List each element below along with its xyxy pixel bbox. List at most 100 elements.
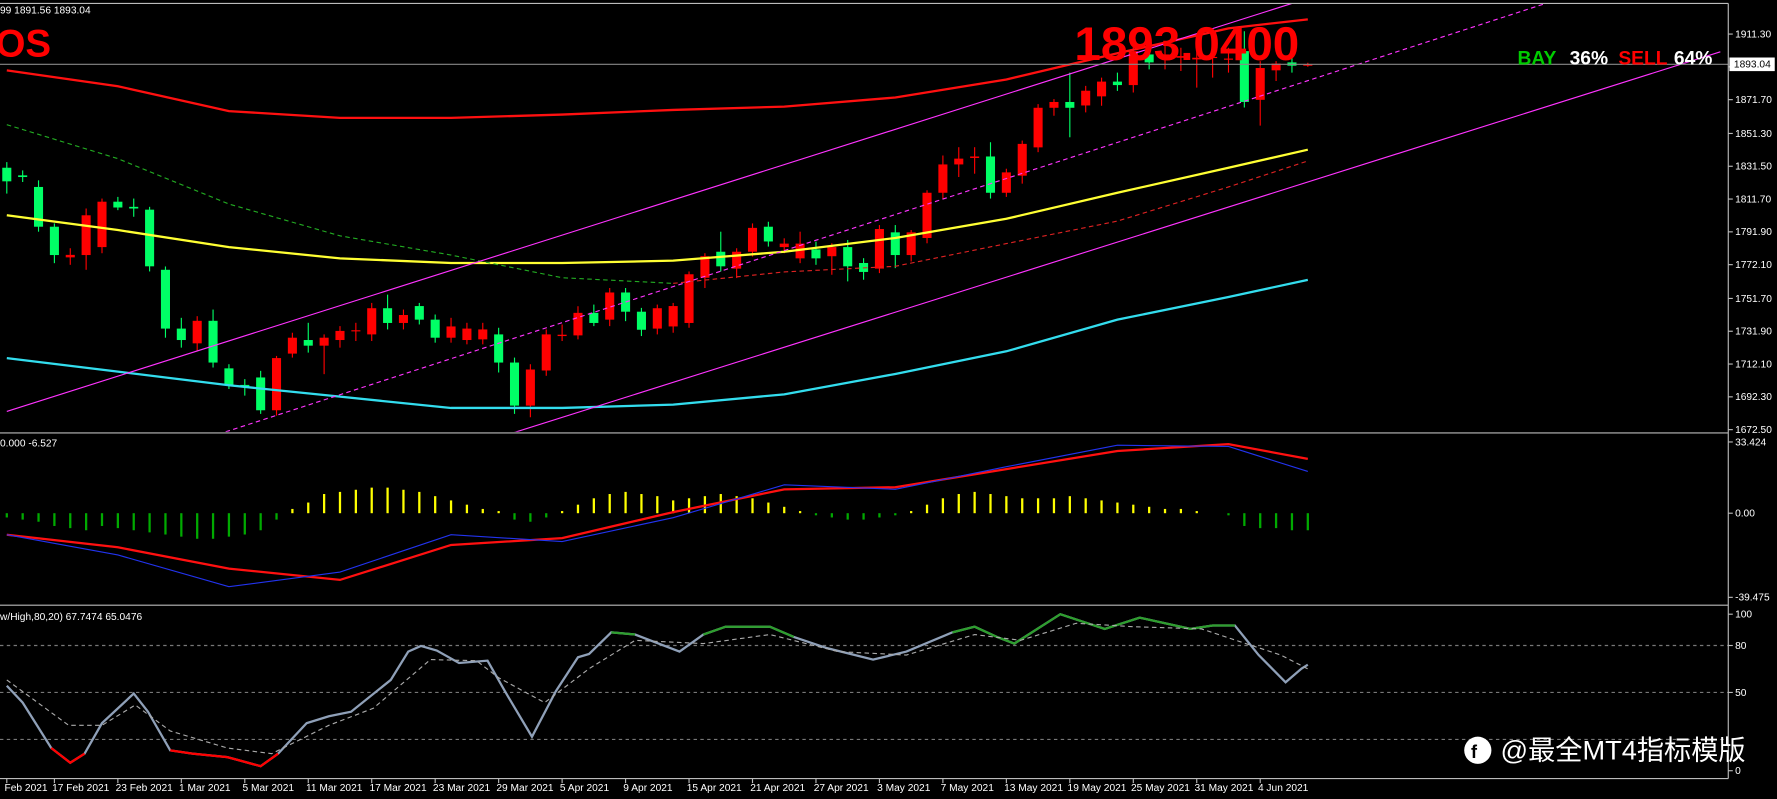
- x-tick-label: 21 Apr 2021: [750, 783, 805, 794]
- histogram-bar: [370, 487, 373, 514]
- histogram-bar: [1084, 498, 1087, 514]
- histogram-bar: [418, 491, 421, 514]
- x-tick-label: 23 Feb 2021: [116, 783, 174, 794]
- candle-body: [1144, 54, 1154, 63]
- candle-body: [1001, 172, 1011, 193]
- histogram-bar: [894, 513, 897, 516]
- candle-body: [1208, 56, 1218, 59]
- price-display: 1893.0400: [1074, 18, 1299, 71]
- y-tick-label: 1811.70: [1735, 194, 1771, 205]
- current-price-label: 1893.04: [1734, 60, 1771, 71]
- candle-body: [525, 369, 535, 406]
- candle-body: [970, 156, 980, 158]
- indicator-line: [6, 622, 1309, 755]
- candle-body: [319, 337, 329, 346]
- candle-body: [129, 206, 139, 209]
- candle-body: [890, 232, 900, 256]
- candle-body: [287, 337, 297, 354]
- histogram-bar: [513, 513, 516, 520]
- candle-body: [192, 320, 202, 344]
- x-tick-label: 27 Apr 2021: [814, 783, 869, 794]
- histogram-bar: [1068, 496, 1071, 514]
- y-tick-label: 1712.10: [1735, 359, 1772, 370]
- sell-percent: 64%: [1674, 49, 1713, 70]
- histogram-bar: [402, 489, 405, 514]
- histogram-bar: [132, 513, 135, 531]
- indicator-line: [6, 124, 674, 284]
- candle-body: [97, 201, 107, 248]
- y-tick-label: 1692.30: [1735, 392, 1772, 403]
- histogram-bar: [196, 513, 199, 539]
- histogram-bar: [227, 513, 231, 537]
- histogram-bar: [545, 513, 548, 518]
- histogram-bar: [1052, 498, 1056, 514]
- price-panel: [0, 3, 1729, 432]
- histogram-bar: [1259, 513, 1262, 529]
- y-tick-label: 50: [1735, 688, 1747, 699]
- candle-body: [589, 312, 599, 323]
- price-header: 99 1891.56 1893.04: [0, 6, 91, 17]
- current-price-box: [1729, 57, 1775, 72]
- histogram-bar: [1116, 502, 1119, 514]
- indicator-line: [673, 160, 1308, 284]
- histogram-bar: [1195, 511, 1198, 514]
- histogram-bar: [529, 513, 532, 522]
- histogram-bar: [624, 491, 627, 514]
- candle-body: [652, 308, 662, 329]
- x-tick-label: 31 May 2021: [1194, 783, 1253, 794]
- candle-body: [843, 247, 853, 267]
- indicator-line: [6, 443, 1309, 582]
- zone-line: [170, 749, 279, 768]
- y-tick-label: 1911.30: [1735, 29, 1771, 40]
- histogram-bar: [465, 504, 469, 514]
- indicator-line: [6, 18, 1308, 120]
- indicator-line: [6, 444, 1308, 588]
- histogram-bar: [497, 511, 500, 514]
- candle-body: [1033, 107, 1043, 148]
- x-tick-label: 9 Apr 2021: [623, 783, 673, 794]
- histogram-bar: [1005, 496, 1008, 514]
- candle-body: [1176, 56, 1186, 58]
- candle-body: [1081, 90, 1091, 106]
- histogram-bar: [640, 494, 643, 514]
- oscillator-panel: [5, 443, 1309, 588]
- histogram-bar: [1100, 500, 1103, 514]
- x-tick-label: 29 Mar 2021: [496, 783, 554, 794]
- histogram-bar: [1179, 508, 1183, 514]
- y-tick-label: 1791.90: [1735, 227, 1772, 238]
- histogram-bar: [37, 513, 40, 522]
- histogram-bar: [767, 502, 770, 514]
- candle-body: [874, 229, 884, 269]
- candle-body: [256, 377, 266, 411]
- y-tick-label: 80: [1735, 641, 1747, 652]
- candle-body: [176, 328, 186, 341]
- candle-body: [954, 158, 964, 165]
- histogram-bar: [5, 513, 8, 518]
- candle-body: [224, 368, 234, 386]
- histogram-bar: [751, 498, 754, 514]
- candle-body: [33, 186, 44, 227]
- candle-body: [1271, 63, 1281, 71]
- candle-body: [414, 306, 424, 320]
- candle-body: [1097, 81, 1107, 97]
- candle-body: [1192, 57, 1202, 60]
- candle-body: [145, 209, 155, 267]
- histogram-bar: [957, 494, 960, 514]
- candle-body: [383, 308, 393, 323]
- histogram-bar: [1132, 504, 1135, 514]
- zone-line: [702, 625, 795, 638]
- candle-body: [763, 226, 773, 242]
- histogram-bar: [180, 513, 183, 537]
- y-tick-label: 1731.90: [1735, 327, 1772, 338]
- histogram-bar: [354, 489, 357, 514]
- indicator-line: [6, 278, 1309, 410]
- histogram-bar: [386, 487, 389, 514]
- x-tick-label: 7 May 2021: [941, 783, 995, 794]
- candle-body: [1128, 51, 1138, 86]
- candle-body: [478, 329, 488, 340]
- watermark: @最全MT4指标模版: [1500, 734, 1745, 765]
- candle-body: [65, 254, 75, 258]
- histogram-bar: [910, 511, 913, 514]
- y-tick-label: 1851.30: [1735, 129, 1772, 140]
